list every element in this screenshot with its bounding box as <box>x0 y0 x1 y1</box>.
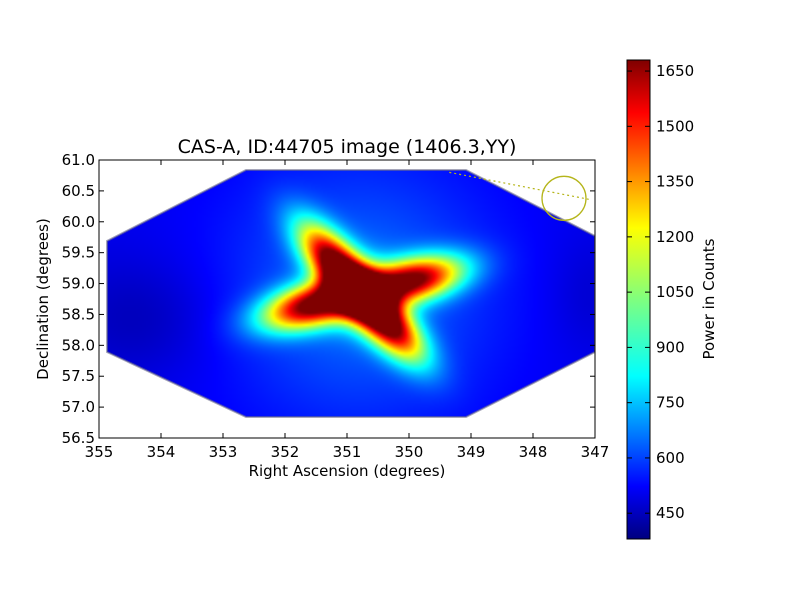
colorbar-tick-label: 750 <box>656 394 685 412</box>
x-tick-label: 353 <box>209 443 238 461</box>
x-tick-label: 350 <box>395 443 424 461</box>
y-tick-label: 57.5 <box>62 367 95 385</box>
dotted-line <box>449 171 591 201</box>
image-region <box>107 170 595 417</box>
x-tick-label: 355 <box>85 443 114 461</box>
x-tick-label: 349 <box>457 443 486 461</box>
colorbar-tick-label: 450 <box>656 504 685 522</box>
colorbar-ticks: 450 600 750 900 1050 1200 1350 1500 1650 <box>627 62 694 522</box>
x-tick-label: 352 <box>271 443 300 461</box>
colorbar-tick-label: 1200 <box>656 228 694 246</box>
plot-area <box>99 160 595 438</box>
y-tick-label: 58.0 <box>62 336 95 354</box>
y-tick-label: 59.0 <box>62 275 95 293</box>
y-axis-label: Declination (degrees) <box>34 218 52 380</box>
marker-circle <box>541 175 587 221</box>
y-tick-label: 58.5 <box>62 305 95 323</box>
colorbar-tick-label: 1650 <box>656 62 694 80</box>
y-tick-label: 60.0 <box>62 213 95 231</box>
colorbar-tick-label: 900 <box>656 338 685 356</box>
colorbar: 450 600 750 900 1050 1200 1350 1500 1650 Power i… <box>626 59 718 540</box>
colorbar-tick-label: 1050 <box>656 283 694 301</box>
x-axis: 355 354 353 352 351 350 349 348 347 <box>85 160 610 461</box>
y-tick-label: 60.5 <box>62 182 95 200</box>
y-tick-label: 56.5 <box>62 429 95 447</box>
y-tick-label: 57.0 <box>62 398 95 416</box>
x-tick-label: 347 <box>581 443 610 461</box>
heatmap-image <box>107 170 595 417</box>
colorbar-tick-label: 1500 <box>656 117 694 135</box>
y-axis: 56.5 57.0 57.5 58.0 58.5 59.0 59.5 60.0 60.5 61.0 <box>62 151 595 447</box>
image-border <box>106 169 595 418</box>
y-tick-label: 61.0 <box>62 151 95 169</box>
colorbar-gradient <box>626 59 651 540</box>
colorbar-label: Power in Counts <box>700 238 718 359</box>
colorbar-tick-label: 1350 <box>656 173 694 191</box>
colorbar-tick-label: 600 <box>656 449 685 467</box>
x-tick-label: 351 <box>333 443 362 461</box>
x-axis-label: Right Ascension (degrees) <box>249 462 446 480</box>
chart-title: CAS-A, ID:44705 image (1406.3,YY) <box>178 136 517 158</box>
y-tick-label: 59.5 <box>62 244 95 262</box>
x-tick-label: 348 <box>519 443 548 461</box>
x-tick-label: 354 <box>147 443 176 461</box>
